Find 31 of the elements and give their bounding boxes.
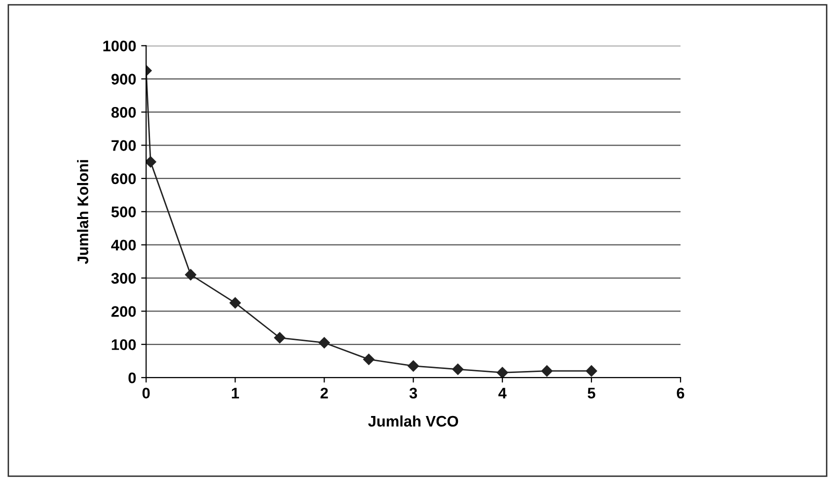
x-tick-label: 1 [232,388,240,398]
point [541,365,553,377]
x-tick-label: 3 [409,388,418,399]
point [146,156,156,168]
x-tick-label: 4 [498,388,507,398]
y-tick-label: 500 [111,206,136,218]
x-axis-title: Jumlah VCO [368,415,458,427]
y-tick-label: 1000 [103,40,136,52]
y-axis-title: Jumlah Koloni [77,160,88,264]
point [185,269,196,280]
point [496,367,508,378]
x-tick-label: 0 [142,388,150,399]
point [274,332,286,344]
y-tick-label: 0 [128,372,136,384]
point [363,354,374,365]
y-tick-label: 900 [111,74,136,85]
y-tick-label: 700 [112,140,136,151]
y-tick-label: 800 [111,106,136,118]
x-tick-label: 6 [676,388,684,399]
x-tick-label: 2 [320,388,328,398]
point [318,337,330,348]
point [230,297,241,309]
point [452,364,464,375]
x-tick-label: 5 [588,388,596,399]
y-tick-label: 300 [111,272,136,284]
point [408,360,419,372]
point [586,365,598,377]
y-tick-label: 600 [111,173,136,184]
y-tick-label: 400 [111,240,136,251]
y-tick-label: 100 [112,339,136,350]
y-tick-label: 200 [111,306,136,317]
